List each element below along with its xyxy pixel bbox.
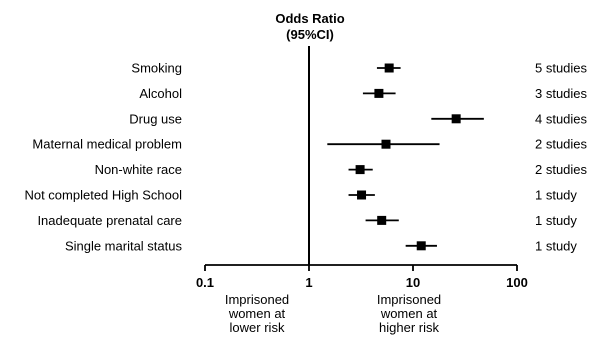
study-count: 3 studies bbox=[535, 86, 588, 101]
study-count: 1 study bbox=[535, 188, 577, 203]
annotation-higher-line: women at bbox=[380, 306, 438, 321]
x-axis: 0.1 1 10 100 bbox=[196, 46, 528, 290]
study-count: 5 studies bbox=[535, 61, 588, 76]
study-count: 1 study bbox=[535, 238, 577, 253]
annotation-lower-line: lower risk bbox=[230, 320, 285, 335]
row-label: Smoking bbox=[131, 61, 182, 76]
study-count: 4 studies bbox=[535, 111, 588, 126]
row-label: Inadequate prenatal care bbox=[37, 213, 182, 228]
x-tick-label: 100 bbox=[506, 275, 528, 290]
annotation-higher-line: Imprisoned bbox=[377, 292, 441, 307]
annotation-lower-line: Imprisoned bbox=[225, 292, 289, 307]
or-marker bbox=[374, 88, 384, 98]
chart-title: Odds Ratio bbox=[275, 11, 344, 26]
x-tick-label: 1 bbox=[305, 275, 312, 290]
or-marker bbox=[381, 139, 391, 149]
or-marker bbox=[416, 241, 426, 251]
x-tick-label: 10 bbox=[406, 275, 420, 290]
chart-subtitle: (95%CI) bbox=[286, 27, 334, 42]
row-label: Non-white race bbox=[95, 162, 182, 177]
annotation-higher-line: higher risk bbox=[379, 320, 439, 335]
x-tick-label: 0.1 bbox=[196, 275, 214, 290]
or-marker bbox=[357, 190, 367, 200]
row-label: Drug use bbox=[129, 111, 182, 126]
or-marker bbox=[377, 215, 387, 225]
annotation-lower-line: women at bbox=[228, 306, 286, 321]
or-marker bbox=[451, 114, 461, 124]
forest-rows: Smoking 5 studies Alcohol 3 studies Drug use… bbox=[24, 61, 587, 254]
row-label: Not completed High School bbox=[24, 188, 182, 203]
or-marker bbox=[384, 63, 394, 73]
study-count: 2 studies bbox=[535, 162, 588, 177]
row-label: Maternal medical problem bbox=[32, 137, 182, 152]
study-count: 1 study bbox=[535, 213, 577, 228]
or-marker bbox=[355, 165, 365, 175]
study-count: 2 studies bbox=[535, 137, 588, 152]
row-label: Alcohol bbox=[139, 86, 182, 101]
row-label: Single marital status bbox=[65, 238, 183, 253]
